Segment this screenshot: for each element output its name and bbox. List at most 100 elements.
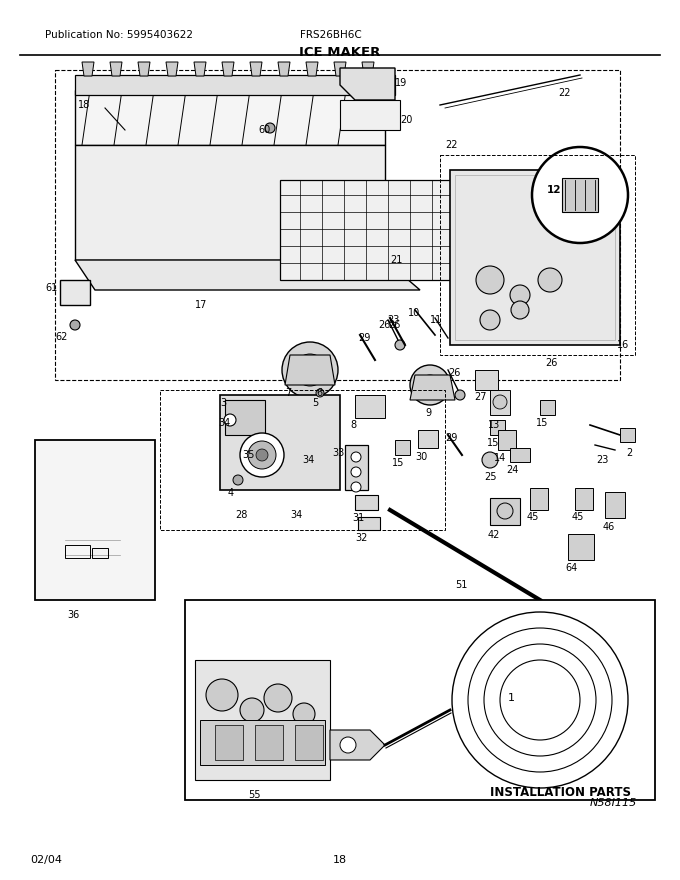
Polygon shape bbox=[110, 62, 122, 76]
Text: 10: 10 bbox=[408, 308, 420, 318]
Polygon shape bbox=[605, 492, 625, 518]
Text: 12: 12 bbox=[547, 185, 562, 195]
Text: 22: 22 bbox=[558, 88, 571, 98]
Text: 27: 27 bbox=[474, 392, 486, 402]
Text: 35: 35 bbox=[242, 450, 254, 460]
Text: 24: 24 bbox=[506, 465, 518, 475]
Polygon shape bbox=[355, 395, 385, 418]
Text: 20: 20 bbox=[400, 115, 412, 125]
Circle shape bbox=[224, 414, 236, 426]
Ellipse shape bbox=[166, 182, 194, 238]
Text: ICE MAKER: ICE MAKER bbox=[299, 46, 381, 59]
Text: 11: 11 bbox=[430, 315, 442, 325]
Text: 29: 29 bbox=[358, 333, 371, 343]
Polygon shape bbox=[562, 178, 598, 212]
Text: INSTALLATION PARTS: INSTALLATION PARTS bbox=[490, 786, 631, 799]
Circle shape bbox=[410, 365, 450, 405]
Polygon shape bbox=[395, 440, 410, 455]
Polygon shape bbox=[490, 390, 510, 415]
Polygon shape bbox=[358, 517, 380, 530]
Text: 36: 36 bbox=[67, 610, 80, 620]
Polygon shape bbox=[220, 395, 340, 490]
Circle shape bbox=[351, 452, 361, 462]
Polygon shape bbox=[355, 495, 378, 510]
Circle shape bbox=[70, 320, 80, 330]
Text: 17: 17 bbox=[195, 300, 207, 310]
Circle shape bbox=[482, 452, 498, 468]
Circle shape bbox=[265, 123, 275, 133]
Circle shape bbox=[511, 301, 529, 319]
Polygon shape bbox=[362, 62, 374, 76]
Circle shape bbox=[420, 375, 440, 395]
Text: 60: 60 bbox=[258, 125, 270, 135]
Text: 64: 64 bbox=[565, 563, 577, 573]
Text: 18: 18 bbox=[333, 855, 347, 865]
Polygon shape bbox=[498, 430, 516, 450]
Text: 30: 30 bbox=[415, 452, 427, 462]
Text: 46: 46 bbox=[603, 522, 615, 532]
Text: 6: 6 bbox=[316, 388, 322, 398]
Text: N58I115: N58I115 bbox=[590, 798, 637, 808]
Circle shape bbox=[240, 433, 284, 477]
Text: 42: 42 bbox=[488, 530, 500, 540]
Ellipse shape bbox=[286, 182, 314, 238]
Text: 32: 32 bbox=[355, 533, 367, 543]
Text: Publication No: 5995403622: Publication No: 5995403622 bbox=[45, 30, 193, 40]
Polygon shape bbox=[418, 430, 438, 448]
Text: 45: 45 bbox=[527, 512, 539, 522]
Polygon shape bbox=[250, 62, 262, 76]
Text: 18: 18 bbox=[78, 100, 90, 110]
Text: 61: 61 bbox=[45, 283, 57, 293]
Polygon shape bbox=[195, 660, 330, 780]
Circle shape bbox=[532, 147, 628, 243]
Polygon shape bbox=[278, 62, 290, 76]
Text: 15: 15 bbox=[392, 458, 405, 468]
Text: 55: 55 bbox=[248, 790, 260, 800]
Text: 62: 62 bbox=[55, 332, 67, 342]
Text: 23: 23 bbox=[596, 455, 609, 465]
Polygon shape bbox=[60, 280, 90, 305]
Text: 4: 4 bbox=[228, 488, 234, 498]
Circle shape bbox=[395, 340, 405, 350]
Text: 1: 1 bbox=[508, 693, 515, 703]
Text: 45: 45 bbox=[572, 512, 584, 522]
Ellipse shape bbox=[326, 182, 354, 238]
Polygon shape bbox=[450, 170, 620, 345]
Polygon shape bbox=[334, 62, 346, 76]
Circle shape bbox=[480, 310, 500, 330]
Text: 22: 22 bbox=[445, 140, 458, 150]
Ellipse shape bbox=[206, 182, 234, 238]
Polygon shape bbox=[475, 370, 498, 390]
Text: 26: 26 bbox=[378, 320, 390, 330]
Circle shape bbox=[302, 362, 318, 378]
Polygon shape bbox=[410, 375, 455, 400]
Circle shape bbox=[497, 503, 513, 519]
Text: 29: 29 bbox=[445, 433, 458, 443]
Polygon shape bbox=[306, 62, 318, 76]
Text: 19: 19 bbox=[395, 78, 407, 88]
Circle shape bbox=[351, 467, 361, 477]
Text: 34: 34 bbox=[302, 455, 314, 465]
Circle shape bbox=[340, 737, 356, 753]
Circle shape bbox=[316, 389, 324, 397]
Ellipse shape bbox=[246, 182, 274, 238]
Circle shape bbox=[294, 354, 326, 386]
Ellipse shape bbox=[86, 182, 114, 238]
Text: 21: 21 bbox=[390, 255, 403, 265]
Polygon shape bbox=[200, 720, 325, 765]
Polygon shape bbox=[138, 62, 150, 76]
Circle shape bbox=[351, 482, 361, 492]
Polygon shape bbox=[225, 400, 265, 435]
Circle shape bbox=[455, 390, 465, 400]
Polygon shape bbox=[345, 445, 368, 490]
Polygon shape bbox=[620, 428, 635, 442]
Ellipse shape bbox=[126, 182, 154, 238]
Polygon shape bbox=[285, 355, 335, 385]
Polygon shape bbox=[490, 420, 505, 435]
Text: 34: 34 bbox=[218, 418, 231, 428]
Circle shape bbox=[476, 266, 504, 294]
Polygon shape bbox=[568, 534, 594, 560]
Polygon shape bbox=[490, 498, 520, 525]
Polygon shape bbox=[330, 730, 385, 760]
Circle shape bbox=[233, 475, 243, 485]
